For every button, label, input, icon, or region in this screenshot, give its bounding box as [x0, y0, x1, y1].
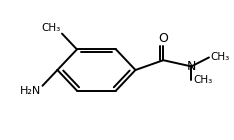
Text: O: O — [158, 32, 168, 45]
Text: CH₃: CH₃ — [41, 23, 60, 33]
Text: N: N — [187, 60, 196, 73]
Text: H₂N: H₂N — [19, 87, 41, 96]
Text: CH₃: CH₃ — [211, 52, 230, 62]
Text: CH₃: CH₃ — [193, 75, 212, 85]
